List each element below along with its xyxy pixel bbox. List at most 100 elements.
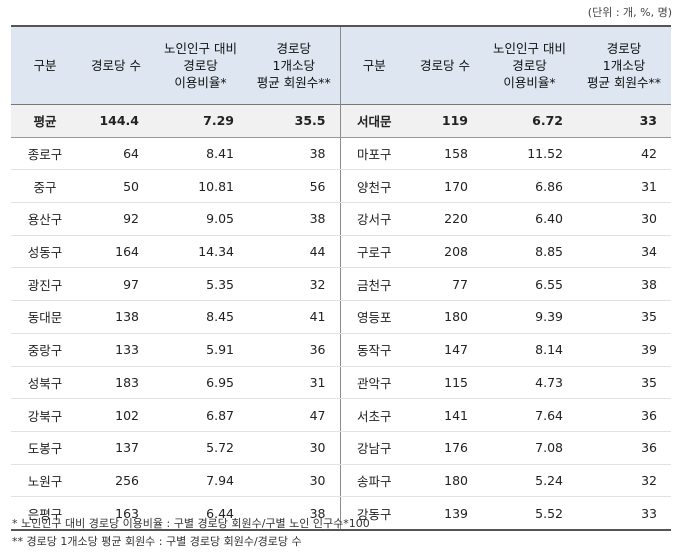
district-cell: 서대문 — [339, 104, 408, 138]
members-cell: 31 — [248, 366, 340, 400]
unit-label: (단위 : 개, %, 명) — [587, 6, 672, 19]
members-cell: 36 — [577, 398, 671, 432]
district-cell: 서초구 — [339, 398, 408, 432]
rate-cell: 6.95 — [153, 366, 248, 400]
members-cell: 35 — [577, 366, 671, 400]
rate-cell: 4.73 — [482, 366, 577, 400]
table-row: 평균 144.4 7.29 35.5 서대문 119 6.72 33 — [11, 104, 671, 138]
members-cell: 35 — [577, 300, 671, 334]
district-cell: 평균 — [11, 104, 79, 138]
footnote-members: ** 경로당 1개소당 평균 회원수 : 구별 경로당 회원수/경로당 수 — [12, 535, 302, 548]
table-row: 광진구 97 5.35 32 금천구 77 6.55 38 — [11, 267, 671, 302]
rate-cell: 6.72 — [482, 104, 577, 138]
table-row: 중랑구 133 5.91 36 동작구 147 8.14 39 — [11, 333, 671, 367]
header-rate-right: 노인인구 대비 경로당 이용비율* — [482, 26, 577, 105]
rate-cell: 8.85 — [482, 235, 577, 269]
count-cell: 164 — [79, 235, 153, 269]
count-cell: 180 — [408, 464, 482, 498]
count-cell: 77 — [408, 267, 482, 302]
header-count-right: 경로당 수 — [408, 26, 482, 105]
count-cell: 133 — [79, 333, 153, 367]
district-cell: 동작구 — [339, 333, 408, 367]
count-cell: 163 — [79, 496, 153, 531]
rate-cell: 5.72 — [153, 431, 248, 465]
members-cell: 42 — [577, 137, 671, 171]
rate-cell: 5.52 — [482, 496, 577, 531]
table-row: 노원구 256 7.94 30 송파구 180 5.24 32 — [11, 464, 671, 498]
table-row: 은평구 163 6.44 38 강동구 139 5.52 33 — [11, 496, 671, 531]
district-cell: 관악구 — [339, 366, 408, 400]
rate-cell: 10.81 — [153, 169, 248, 204]
table-row: 동대문 138 8.45 41 영등포 180 9.39 35 — [11, 300, 671, 334]
rate-cell: 7.94 — [153, 464, 248, 498]
district-cell: 금천구 — [339, 267, 408, 302]
rate-cell: 6.86 — [482, 169, 577, 204]
members-cell: 30 — [577, 202, 671, 236]
count-cell: 64 — [79, 137, 153, 171]
district-cell: 성북구 — [11, 366, 79, 400]
members-cell: 34 — [577, 235, 671, 269]
district-cell: 강서구 — [339, 202, 408, 236]
rate-cell: 9.39 — [482, 300, 577, 334]
district-cell: 용산구 — [11, 202, 79, 236]
table-row: 중구 50 10.81 56 양천구 170 6.86 31 — [11, 169, 671, 204]
members-cell: 38 — [248, 496, 340, 531]
rate-cell: 6.87 — [153, 398, 248, 432]
count-cell: 50 — [79, 169, 153, 204]
count-cell: 147 — [408, 333, 482, 367]
header-members-left: 경로당 1개소당 평균 회원수** — [248, 26, 340, 105]
district-cell: 노원구 — [11, 464, 79, 498]
count-cell: 158 — [408, 137, 482, 171]
rate-cell: 6.55 — [482, 267, 577, 302]
district-cell: 마포구 — [339, 137, 408, 171]
members-cell: 41 — [248, 300, 340, 334]
district-cell: 강동구 — [339, 496, 408, 531]
district-cell: 중랑구 — [11, 333, 79, 367]
header-district-right: 구분 — [339, 26, 408, 105]
rate-cell: 5.35 — [153, 267, 248, 302]
district-cell: 중구 — [11, 169, 79, 204]
members-cell: 38 — [577, 267, 671, 302]
members-cell: 35.5 — [248, 104, 340, 138]
district-cell: 양천구 — [339, 169, 408, 204]
count-cell: 97 — [79, 267, 153, 302]
district-cell: 구로구 — [339, 235, 408, 269]
table-row: 종로구 64 8.41 38 마포구 158 11.52 42 — [11, 137, 671, 171]
members-cell: 39 — [577, 333, 671, 367]
senior-center-table: 구분 경로당 수 노인인구 대비 경로당 이용비율* 경로당 1개소당 평균 회원수**… — [11, 25, 671, 531]
rate-cell: 7.64 — [482, 398, 577, 432]
rate-cell: 8.45 — [153, 300, 248, 334]
members-cell: 38 — [248, 202, 340, 236]
members-cell: 44 — [248, 235, 340, 269]
rate-cell: 11.52 — [482, 137, 577, 171]
members-cell: 36 — [577, 431, 671, 465]
count-cell: 102 — [79, 398, 153, 432]
count-cell: 141 — [408, 398, 482, 432]
district-cell: 성동구 — [11, 235, 79, 269]
header-district-left: 구분 — [11, 26, 79, 105]
members-cell: 32 — [248, 267, 340, 302]
table-row: 성동구 164 14.34 44 구로구 208 8.85 34 — [11, 235, 671, 269]
district-cell: 종로구 — [11, 137, 79, 171]
header-row: 구분 경로당 수 노인인구 대비 경로당 이용비율* 경로당 1개소당 평균 회원수**… — [11, 26, 671, 105]
members-cell: 36 — [248, 333, 340, 367]
district-cell: 도봉구 — [11, 431, 79, 465]
members-cell: 47 — [248, 398, 340, 432]
count-cell: 144.4 — [79, 104, 153, 138]
rate-cell: 7.29 — [153, 104, 248, 138]
table-row: 성북구 183 6.95 31 관악구 115 4.73 35 — [11, 366, 671, 400]
header-members-right: 경로당 1개소당 평균 회원수** — [577, 26, 671, 105]
count-cell: 119 — [408, 104, 482, 138]
count-cell: 183 — [79, 366, 153, 400]
rate-cell: 8.41 — [153, 137, 248, 171]
count-cell: 180 — [408, 300, 482, 334]
count-cell: 176 — [408, 431, 482, 465]
rate-cell: 9.05 — [153, 202, 248, 236]
rate-cell: 5.91 — [153, 333, 248, 367]
rate-cell: 7.08 — [482, 431, 577, 465]
members-cell: 56 — [248, 169, 340, 204]
members-cell: 38 — [248, 137, 340, 171]
members-cell: 33 — [577, 104, 671, 138]
count-cell: 92 — [79, 202, 153, 236]
district-cell: 은평구 — [11, 496, 79, 531]
